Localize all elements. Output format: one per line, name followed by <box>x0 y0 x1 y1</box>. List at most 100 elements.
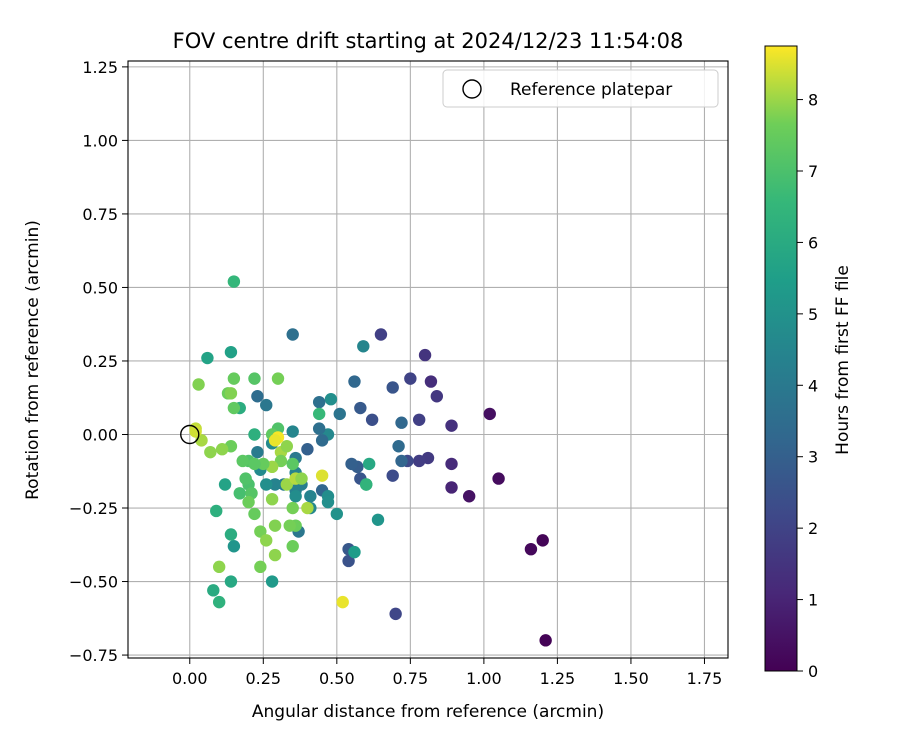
scatter-point <box>357 340 370 353</box>
scatter-point <box>424 375 438 388</box>
scatter-point <box>345 457 358 471</box>
x-tick-label: 1.75 <box>687 669 723 688</box>
scatter-point <box>227 540 241 553</box>
scatter-point <box>348 375 361 388</box>
scatter-point <box>248 457 261 471</box>
scatter-point <box>445 457 458 471</box>
y-tick-label: −0.75 <box>69 646 118 665</box>
legend-open-circle-icon <box>462 79 482 99</box>
x-tick-label: 1.00 <box>466 669 502 688</box>
y-axis-label: Rotation from reference (arcmin) <box>23 220 43 500</box>
scatter-point <box>268 434 282 447</box>
scatter-point <box>224 345 238 359</box>
scatter-point <box>248 507 261 521</box>
scatter-point <box>268 478 282 491</box>
x-tick-label: 0.25 <box>245 669 281 688</box>
scatter-point <box>271 372 285 385</box>
scatter-point <box>268 548 282 562</box>
colorbar-gradient <box>764 45 798 672</box>
scatter-point <box>348 545 361 559</box>
scatter-point <box>483 407 496 421</box>
scatter-point <box>227 401 241 415</box>
scatter-point <box>280 478 294 491</box>
scatter-point <box>286 501 299 515</box>
grid <box>128 61 728 658</box>
scatter-point <box>212 560 226 574</box>
x-axis-ticks: 0.00 0.25 0.50 0.75 1.00 1.25 1.50 1.75 <box>172 658 722 688</box>
x-tick-label: 1.50 <box>613 669 649 688</box>
scatter-point <box>324 393 338 406</box>
colorbar-tick-label: 0 <box>808 662 818 681</box>
colorbar-tick-label: 7 <box>808 162 818 181</box>
scatter-point <box>392 440 405 453</box>
colorbar-tick-label: 3 <box>808 448 818 467</box>
scatter-point <box>445 419 458 432</box>
scatter-point <box>248 428 261 441</box>
y-tick-label: 0.75 <box>82 205 118 224</box>
scatter-point <box>224 575 238 588</box>
scatter-point <box>265 492 279 506</box>
colorbar-tick-label: 1 <box>808 591 818 610</box>
scatter-point <box>265 575 279 588</box>
colorbar-ticks: 0 1 2 3 4 5 6 7 8 <box>797 91 818 681</box>
scatter-point <box>260 478 273 491</box>
scatter-point <box>286 457 299 471</box>
scatter-point <box>239 472 252 485</box>
scatter-point <box>312 395 326 409</box>
scatter-point <box>248 372 261 385</box>
scatter-point <box>227 372 241 385</box>
scatter-point <box>321 495 335 509</box>
y-tick-label: −0.50 <box>69 573 118 592</box>
scatter-point <box>386 381 399 394</box>
scatter-point <box>280 440 294 453</box>
scatter-point <box>289 490 302 503</box>
colorbar-tick-label: 2 <box>808 519 818 538</box>
scatter-point <box>462 490 476 503</box>
scatter-point <box>395 454 408 468</box>
reference-platepar-marker <box>180 424 200 445</box>
scatter-point <box>260 534 273 547</box>
scatter-point <box>210 504 223 518</box>
scatter-point <box>224 528 238 541</box>
scatter-point <box>389 607 402 621</box>
scatter-point <box>362 457 376 471</box>
y-tick-label: 1.00 <box>82 131 118 150</box>
plot-frame <box>127 60 729 659</box>
scatter-point <box>257 457 270 471</box>
scatter-point <box>251 445 264 459</box>
scatter-point <box>342 554 355 568</box>
scatter-point <box>260 398 273 412</box>
scatter-point <box>418 348 432 362</box>
x-tick-label: 0.50 <box>319 669 355 688</box>
scatter-point <box>371 513 385 526</box>
legend-box <box>442 69 719 108</box>
scatter-point <box>386 469 399 482</box>
data-points <box>189 275 552 647</box>
x-tick-label: 0.00 <box>172 669 208 688</box>
scatter-point <box>274 454 288 468</box>
scatter-point <box>254 525 267 538</box>
scatter-point <box>251 390 264 403</box>
scatter-point <box>312 422 326 435</box>
scatter-point <box>539 634 552 647</box>
scatter-point <box>236 454 249 468</box>
y-tick-label: 1.25 <box>82 58 118 77</box>
scatter-point <box>412 454 426 468</box>
x-tick-label: 0.75 <box>393 669 429 688</box>
scatter-point <box>404 372 417 385</box>
scatter-point <box>304 490 317 503</box>
scatter-point <box>336 595 349 609</box>
legend: Reference platepar <box>442 69 719 108</box>
scatter-point <box>204 445 217 459</box>
colorbar: 0 1 2 3 4 5 6 7 8 Hours from first FF file <box>764 45 853 681</box>
scatter-point <box>207 584 220 597</box>
x-axis-label: Angular distance from reference (arcmin) <box>252 702 604 722</box>
scatter-point <box>286 425 299 438</box>
chart-title: FOV centre drift starting at 2024/12/23 … <box>173 29 684 53</box>
scatter-point <box>354 401 367 415</box>
y-tick-label: 0.00 <box>82 425 118 444</box>
scatter-point <box>192 378 205 391</box>
scatter-point <box>536 534 549 547</box>
scatter-point <box>315 469 329 482</box>
scatter-point <box>283 519 296 532</box>
